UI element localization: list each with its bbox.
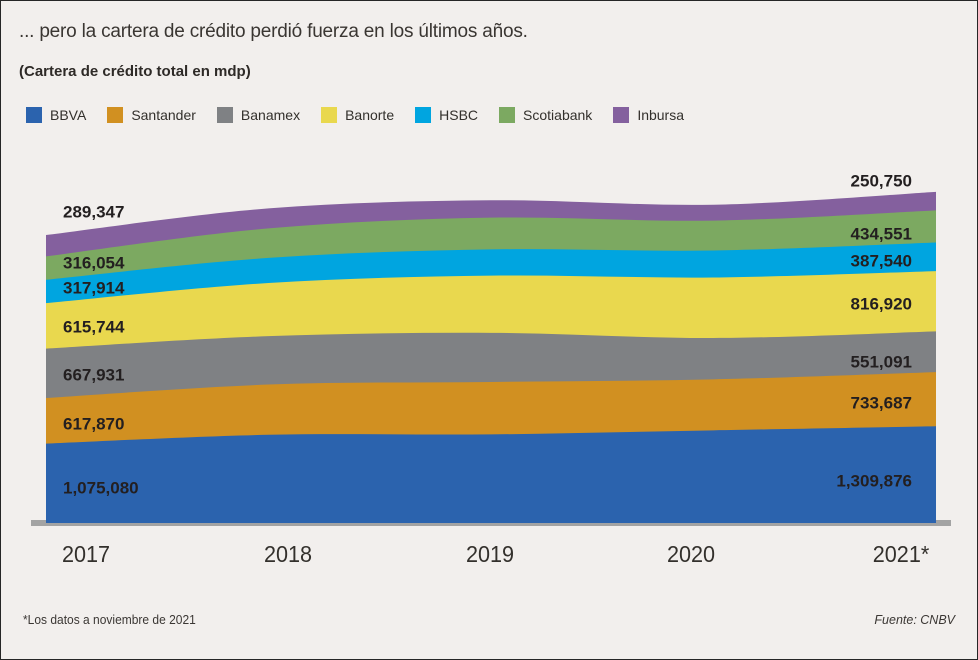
x-tick-2017: 2017 xyxy=(61,541,111,567)
legend-swatch-bbva xyxy=(26,107,42,123)
value-label-2017-banorte: 615,744 xyxy=(63,317,125,337)
legend-swatch-santander xyxy=(107,107,124,123)
legend-label-hsbc: HSBC xyxy=(439,107,479,123)
chart-title: ... pero la cartera de crédito perdió fu… xyxy=(19,21,528,42)
value-label-2017-scotiabank: 316,054 xyxy=(63,253,125,273)
x-tick-2019: 2019 xyxy=(465,541,515,567)
legend-label-banorte: Banorte xyxy=(345,107,395,123)
value-label-2017-hsbc: 317,914 xyxy=(63,278,125,298)
legend-item-scotiabank: Scotiabank xyxy=(499,107,592,123)
value-label-2021-banamex: 551,091 xyxy=(850,352,912,372)
legend-label-santander: Santander xyxy=(131,107,196,123)
legend-swatch-banamex xyxy=(216,107,233,123)
value-label-2017-banamex: 667,931 xyxy=(63,365,125,385)
legend-item-santander: Santander xyxy=(107,107,196,123)
legend-label-scotiabank: Scotiabank xyxy=(523,107,593,123)
area-bbva xyxy=(46,426,936,523)
legend-swatch-scotiabank xyxy=(499,107,516,123)
legend-swatch-hsbc xyxy=(415,107,432,123)
legend-item-inbursa: Inbursa xyxy=(613,107,684,123)
value-label-2021-santander: 733,687 xyxy=(850,393,912,413)
x-tick-2018: 2018 xyxy=(263,541,313,567)
legend-swatch-banorte xyxy=(321,107,338,123)
legend-item-banamex: Banamex xyxy=(216,107,301,123)
value-label-2021-bbva: 1,309,876 xyxy=(836,471,912,491)
legend-item-bbva: BBVA xyxy=(26,107,86,123)
value-label-2017-inbursa: 289,347 xyxy=(63,202,125,222)
legend-item-banorte: Banorte xyxy=(321,107,394,123)
x-tick-2021: 2021* xyxy=(872,541,930,567)
value-label-2017-bbva: 1,075,080 xyxy=(63,478,139,498)
value-label-2021-banorte: 816,920 xyxy=(850,294,912,314)
legend-label-inbursa: Inbursa xyxy=(637,107,685,123)
chart-subtitle: (Cartera de crédito total en mdp) xyxy=(19,63,251,80)
value-label-2017-santander: 617,870 xyxy=(63,414,125,434)
value-label-2021-scotiabank: 434,551 xyxy=(850,224,912,244)
value-label-2021-hsbc: 387,540 xyxy=(850,251,912,271)
footnote: *Los datos a noviembre de 2021 xyxy=(23,613,196,627)
value-label-2021-inbursa: 250,750 xyxy=(850,171,912,191)
legend-swatch-inbursa xyxy=(613,107,630,123)
source-credit: Fuente: CNBV xyxy=(874,613,955,627)
legend-label-bbva: BBVA xyxy=(50,107,87,123)
legend-item-hsbc: HSBC xyxy=(415,107,478,123)
legend: BBVA Santander Banamex Banorte HSBC Scot… xyxy=(26,107,684,123)
x-tick-2020: 2020 xyxy=(666,541,716,567)
legend-label-banamex: Banamex xyxy=(240,107,301,123)
